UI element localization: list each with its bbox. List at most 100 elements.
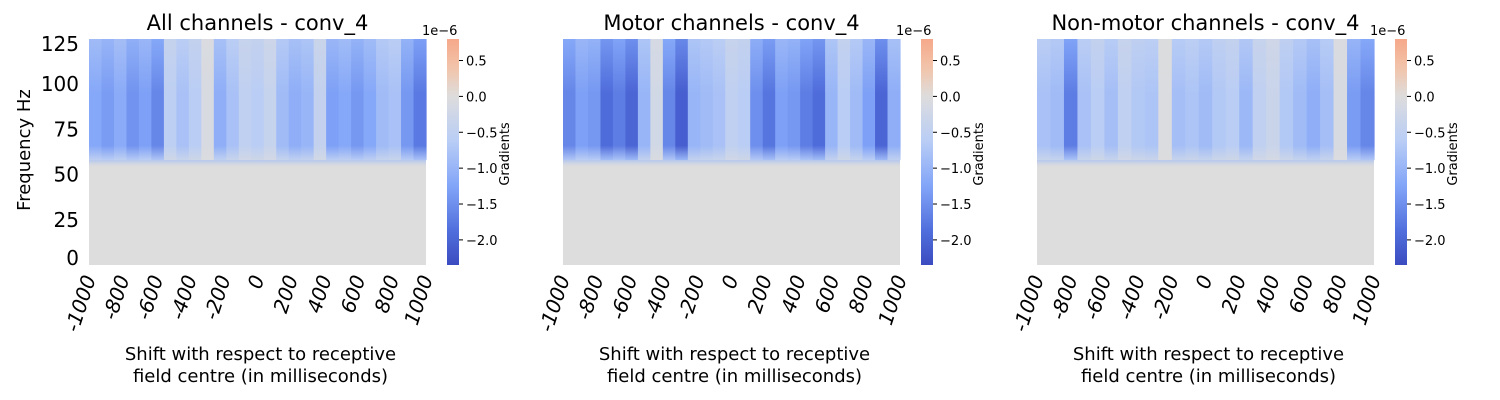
heatmap-cell-8 <box>188 39 202 161</box>
x-tick-label: 200 <box>742 272 777 316</box>
x-tick-label: -600 <box>1079 272 1116 323</box>
x-tick-label: 800 <box>843 272 878 316</box>
x-tick-label: -1000 <box>60 272 101 335</box>
heatmap-cell-22 <box>837 39 851 161</box>
heatmap-panel-2: Motor channels - conv_4 -1000-800-600-400… <box>534 11 987 387</box>
colorbar-label: Gradients <box>498 122 513 186</box>
heatmap-cell-16 <box>288 39 302 161</box>
panel-title: All channels - conv_4 <box>147 11 369 36</box>
heatmap-cell-15 <box>276 39 290 161</box>
heatmap-cell-18 <box>1279 39 1294 161</box>
x-tick-label: 1000 <box>1347 272 1386 328</box>
x-tick-label: 800 <box>1317 272 1352 316</box>
colorbar-tick-label: 0.5 <box>466 55 487 70</box>
heatmap-cell-8 <box>1144 39 1159 161</box>
heatmap-cell-10 <box>687 39 701 161</box>
x-tick-label: -800 <box>572 272 609 323</box>
x-tick-label: 600 <box>336 272 371 316</box>
x-tick-label: 400 <box>1250 272 1285 316</box>
heatmap-cell-10 <box>1171 39 1186 161</box>
colorbar-label: Gradients <box>972 122 987 186</box>
heatmap-cell-3 <box>126 39 140 161</box>
colorbar-tick-label: −0.5 <box>466 126 498 141</box>
heatmap-cell-4 <box>1090 39 1105 161</box>
colorbar-tick-label: −0.5 <box>940 126 972 141</box>
heatmap-cell-23 <box>376 39 390 161</box>
x-tick-label: -200 <box>673 272 710 323</box>
x-tick-label: 1000 <box>399 272 438 328</box>
heatmap-cell-1 <box>575 39 589 161</box>
heatmap-cell-15 <box>750 39 764 161</box>
heatmap-cell-13 <box>725 39 739 161</box>
heatmap-cell-18 <box>787 39 801 161</box>
heatmap-cell-7 <box>1131 39 1146 161</box>
heatmap-cell-14 <box>737 39 751 161</box>
x-tick-label: 600 <box>1284 272 1319 316</box>
x-axis-label: Shift with respect to receptive <box>599 344 870 365</box>
colorbar: 0.5 0.0 −0.5 −1.0 −1.5 −2.0 1e−6 Gradients <box>422 24 513 265</box>
heatmap-cell-5 <box>625 39 639 161</box>
colorbar-tick-label: −2.0 <box>1414 234 1446 249</box>
panel-title: Non-motor channels - conv_4 <box>1051 11 1359 36</box>
heatmap-cell-2 <box>587 39 602 161</box>
band-fade <box>1037 160 1374 169</box>
colorbar-gradient <box>1395 39 1407 265</box>
heatmap-cell-0 <box>1037 39 1052 161</box>
heatmap-cell-22 <box>363 39 377 161</box>
heatmap-cell-12 <box>712 39 726 161</box>
heatmap-cell-21 <box>825 39 839 161</box>
heatmap-cell-12 <box>1198 39 1213 161</box>
x-tick-label: 0 <box>242 272 269 292</box>
heatmap-panel-3: Non-motor channels - conv_4 -1000-800-600… <box>1008 11 1461 387</box>
colorbar-tick-label: 0.0 <box>940 90 961 105</box>
heatmap-cell-5 <box>151 39 165 161</box>
heatmap-cell-18 <box>313 39 327 161</box>
heatmap-cell-1 <box>101 39 115 161</box>
heatmap-cell-9 <box>201 39 215 161</box>
heatmap-cell-13 <box>1212 39 1227 161</box>
colorbar-tick-label: 0.0 <box>466 90 487 105</box>
panel-title: Motor channels - conv_4 <box>603 11 859 36</box>
heatmap-cell-9 <box>675 39 689 161</box>
x-tick-label: -400 <box>1113 272 1150 323</box>
x-tick-label: 400 <box>302 272 337 316</box>
heatmap-panel-1: All channels - conv_4 -1000-800-600-400-2… <box>14 11 513 387</box>
heatmap-cell-2 <box>1063 39 1079 161</box>
colorbar-tick-label: 0.0 <box>1414 90 1435 105</box>
x-tick-label: -200 <box>199 272 236 323</box>
heatmap-cell-25 <box>401 39 415 161</box>
colorbar: 0.5 0.0 −0.5 −1.0 −1.5 −2.0 1e−6 Gradients <box>896 24 987 265</box>
colorbar-tick-label: −2.0 <box>466 234 498 249</box>
x-tick-label: 0 <box>716 272 743 292</box>
x-tick-label: 0 <box>1190 272 1217 292</box>
heatmap-cell-16 <box>762 39 776 161</box>
x-axis-label: field centre (in milliseconds) <box>1081 366 1336 387</box>
colorbar: 0.5 0.0 −0.5 −1.0 −1.5 −2.0 1e−6 Gradients <box>1370 24 1461 265</box>
x-axis-label: Shift with respect to receptive <box>1073 344 1344 365</box>
heatmap-cell-23 <box>1347 39 1362 161</box>
y-tick-label: 0 <box>66 246 79 270</box>
heatmap-cell-14 <box>1225 39 1240 161</box>
colorbar-tick-label: 0.5 <box>1414 55 1435 70</box>
heatmap-cell-6 <box>637 39 651 161</box>
y-tick-label: 100 <box>41 72 79 96</box>
x-axis-label: field centre (in milliseconds) <box>607 366 862 387</box>
heatmap-cell-21 <box>1320 39 1335 161</box>
x-axis-label: field centre (in milliseconds) <box>133 366 388 387</box>
x-tick-label: -600 <box>605 272 642 323</box>
heatmap-cell-5 <box>1104 39 1119 161</box>
colorbar-gradient <box>921 39 933 265</box>
heatmap-cell-20 <box>1306 39 1321 161</box>
band-fade <box>89 160 426 169</box>
heatmap-cell-19 <box>1293 39 1308 161</box>
x-tick-label: -1000 <box>1008 272 1049 335</box>
colorbar-tick-label: 0.5 <box>940 55 961 70</box>
heatmap-cell-7 <box>176 39 190 161</box>
x-tick-label: 800 <box>369 272 404 316</box>
heatmap-cell-25 <box>875 39 889 161</box>
x-tick-label: 600 <box>810 272 845 316</box>
heatmap-cell-0 <box>563 39 577 161</box>
colorbar-exponent: 1e−6 <box>1370 24 1405 39</box>
heatmap-cell-12 <box>238 39 252 161</box>
